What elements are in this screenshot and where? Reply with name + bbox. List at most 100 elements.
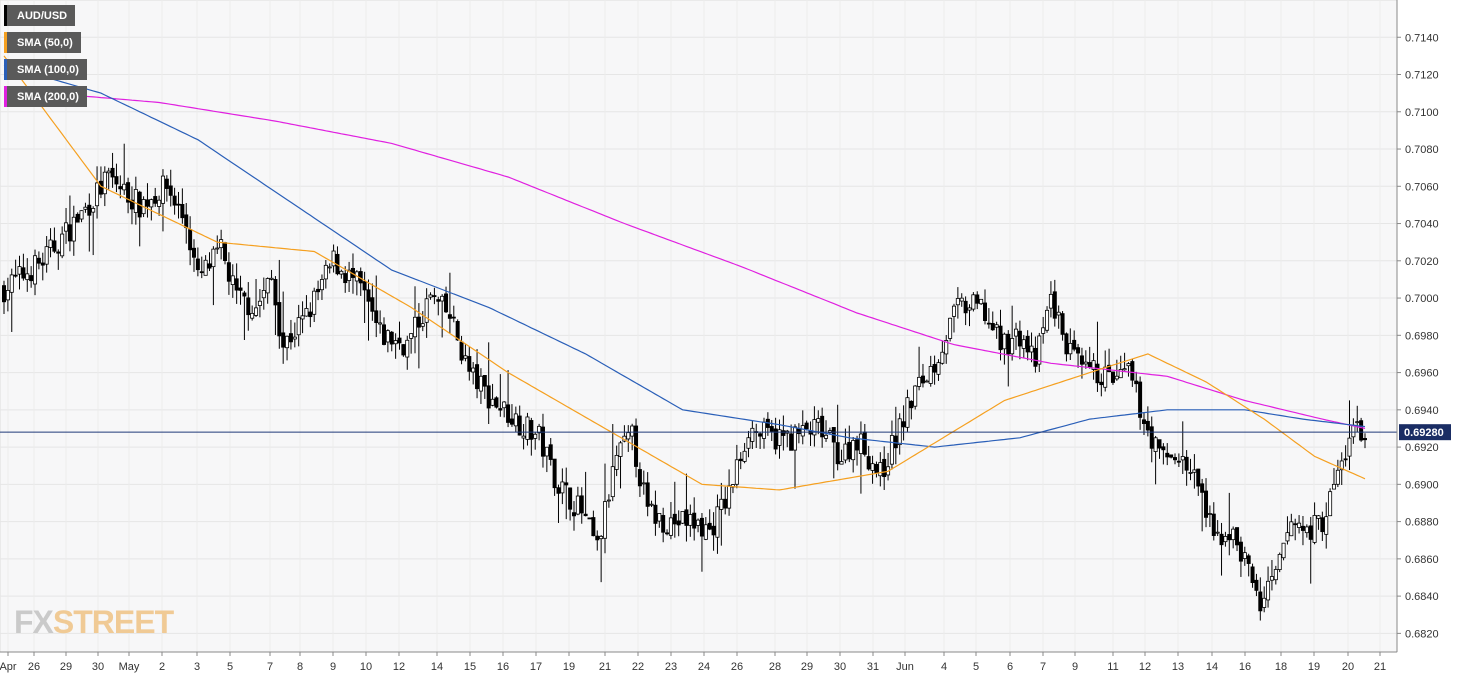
legend-item-price[interactable]: AUD/USD	[4, 5, 76, 26]
x-tick-label: 29	[60, 661, 72, 673]
candle-body	[172, 195, 177, 206]
candle-body	[323, 264, 328, 280]
candle-body	[699, 517, 704, 537]
candle-body	[913, 385, 918, 407]
candle-body	[862, 431, 867, 455]
candle-body	[17, 266, 22, 275]
candle-body	[804, 422, 809, 430]
candle-body	[1188, 471, 1193, 474]
candle-body	[1242, 552, 1247, 559]
candle-body	[506, 404, 511, 423]
candle-body	[1351, 424, 1356, 438]
x-tick-label: 15	[464, 661, 476, 673]
candle-body	[932, 364, 937, 373]
candle-body	[1308, 525, 1313, 540]
candle-body	[1091, 360, 1096, 370]
legend-item-sma50[interactable]: SMA (50,0)	[4, 32, 81, 53]
candle-body	[986, 322, 991, 325]
candle-body	[591, 517, 596, 537]
y-tick-label: 0.6860	[1405, 554, 1439, 566]
x-tick-label: 24	[698, 661, 710, 673]
candle-body	[715, 506, 720, 538]
candle-body	[1068, 342, 1073, 355]
candle-body	[1289, 521, 1294, 537]
candle-body	[463, 355, 468, 359]
candle-body	[176, 203, 181, 206]
candle-body	[1029, 345, 1034, 353]
y-tick-label: 0.7100	[1405, 107, 1439, 119]
candle-body	[855, 439, 860, 451]
candle-body	[889, 435, 894, 465]
candle-body	[157, 199, 162, 207]
candle-body	[1297, 522, 1302, 528]
candle-body	[40, 262, 45, 266]
candle-body	[153, 196, 158, 204]
candle-body	[339, 270, 344, 275]
candle-body	[626, 432, 631, 440]
y-tick-label: 0.7060	[1405, 181, 1439, 193]
y-tick-label: 0.6920	[1405, 442, 1439, 454]
candle-body	[1192, 469, 1197, 473]
legend: AUD/USD SMA (50,0) SMA (100,0) SMA (200,…	[4, 5, 87, 113]
candle-body	[1037, 335, 1042, 365]
x-tick-label: 13	[1172, 661, 1184, 673]
fxstreet-logo: FXSTREET	[14, 604, 174, 641]
candle-body	[742, 450, 747, 462]
candle-body	[482, 375, 487, 387]
candle-body	[347, 269, 352, 281]
candle-body	[1002, 333, 1007, 350]
candle-body	[498, 408, 503, 411]
legend-swatch	[4, 86, 7, 107]
candle-body	[447, 314, 452, 319]
candle-body	[374, 310, 379, 324]
candle-body	[370, 297, 375, 312]
candle-body	[944, 340, 949, 355]
candle-body	[940, 351, 945, 364]
y-tick-label: 0.7140	[1405, 32, 1439, 44]
sma200-line	[3, 88, 1366, 430]
candle-body	[1126, 363, 1131, 367]
candle-body	[793, 426, 798, 451]
candle-body	[110, 167, 115, 178]
y-tick-label: 0.6820	[1405, 628, 1439, 640]
y-axis: 0.6820 0.6840 0.6860 0.6880 0.6900 0.6920 0.69…	[1397, 32, 1439, 640]
candle-body	[564, 482, 569, 486]
candle-body	[366, 289, 371, 302]
candle-body	[440, 295, 445, 302]
candle-body	[1215, 531, 1220, 534]
candle-body	[36, 257, 41, 264]
candle-body	[1359, 420, 1364, 441]
candle-body	[1273, 569, 1278, 581]
candle-body	[920, 375, 925, 384]
x-tick-label: 4	[941, 661, 947, 673]
candle-body	[773, 428, 778, 450]
candle-body	[1304, 526, 1309, 534]
candle-body	[1056, 311, 1061, 316]
candle-body	[1017, 330, 1022, 347]
x-tick-label: 10	[360, 661, 372, 673]
candle-body	[164, 178, 169, 189]
candle-body	[1227, 534, 1232, 541]
legend-item-sma100[interactable]: SMA (100,0)	[4, 59, 87, 80]
candle-body	[1103, 366, 1108, 388]
candle-body	[21, 267, 26, 279]
candle-body	[405, 339, 410, 358]
legend-item-sma200[interactable]: SMA (200,0)	[4, 86, 87, 107]
x-axis: Apr 26 29 30 May 2 3 5 7 8 9 10 12 14 15 16 17 19 21 22 23 24…	[0, 0, 1398, 673]
candle-body	[273, 279, 278, 306]
candle-body	[254, 307, 259, 316]
candle-body	[994, 324, 999, 328]
candle-body	[936, 362, 941, 375]
candle-body	[44, 246, 49, 265]
candle-body	[444, 293, 449, 313]
x-tick-label: 17	[530, 661, 542, 673]
candle-body	[781, 430, 786, 436]
candle-body	[33, 255, 38, 285]
candle-body	[610, 466, 615, 498]
candle-body	[560, 481, 565, 494]
legend-label: SMA (100,0)	[17, 63, 79, 76]
candle-body	[820, 415, 825, 438]
candle-body	[1118, 369, 1123, 379]
candle-body	[1266, 580, 1271, 601]
